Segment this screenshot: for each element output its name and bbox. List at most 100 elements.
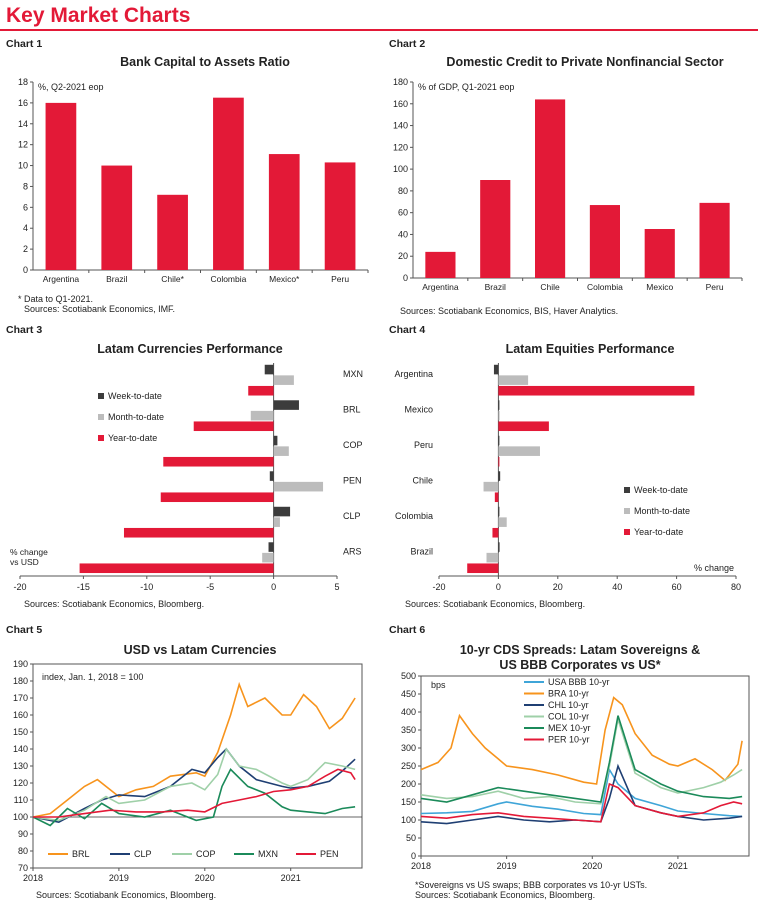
chart3-category-label: PEN: [343, 476, 362, 486]
chart3-bar-week-to-date: [268, 542, 274, 552]
chart4-unit-label: % change: [694, 563, 734, 573]
chart1-bar: [101, 165, 133, 270]
chart2-unit-label: % of GDP, Q1-2021 eop: [418, 82, 514, 92]
chart5-plot-frame: [32, 663, 363, 869]
page-title: Key Market Charts: [6, 4, 191, 27]
chart5-legend-label: PEN: [320, 849, 339, 859]
chart1-category-label: Colombia: [210, 274, 246, 284]
chart3-unit-label: % change: [10, 547, 48, 557]
chart2-bar: [699, 202, 730, 278]
chart4-legend-swatch: [624, 508, 630, 514]
chart4-bar-month-to-date: [498, 410, 500, 421]
chart1-label: Chart 1: [6, 38, 43, 50]
chart5-y-tick-label: 140: [13, 744, 28, 754]
chart4-bar-year-to-date: [467, 563, 499, 574]
chart5-y-tick-label: 80: [18, 846, 28, 856]
chart1-bar: [324, 162, 356, 270]
chart2-y-tick-label: 100: [393, 164, 408, 174]
chart3-bar-year-to-date: [163, 456, 274, 467]
chart1-note-1: * Data to Q1-2021.: [18, 294, 94, 304]
chart1-y-tick-label: 12: [18, 140, 28, 150]
chart5-y-tick-label: 180: [13, 676, 28, 686]
chart3-x-tick-label: 5: [334, 582, 339, 592]
chart2-y-tick-label: 20: [398, 251, 408, 261]
chart1-category-label: Argentina: [43, 274, 80, 284]
chart2-category-label: Brazil: [485, 282, 506, 292]
chart1-y-tick-label: 18: [18, 77, 28, 87]
chart2-category-label: Colombia: [587, 282, 623, 292]
chart2-y-tick-label: 120: [393, 142, 408, 152]
chart4-bar-month-to-date: [498, 375, 529, 385]
chart2-y-tick-label: 60: [398, 208, 408, 218]
chart6-series-per-10-yr: [420, 782, 743, 823]
chart4-bar-week-to-date: [498, 471, 501, 481]
chart1-bar: [157, 194, 188, 270]
chart4-bar-year-to-date: [498, 385, 695, 396]
chart3-x-tick-label: -5: [206, 582, 214, 592]
chart3-legend-label: Year-to-date: [108, 433, 157, 443]
chart3-bar-week-to-date: [273, 400, 299, 410]
chart3-unit-label-2: vs USD: [10, 557, 39, 567]
chart6-note-2: Sources: Scotiabank Economics, Bloomberg…: [415, 890, 596, 900]
chart4-plot: -20 0 20 40 60 80 Argentina Mexico Peru Chile Colo…: [394, 363, 741, 592]
chart2-bar: [535, 99, 566, 278]
chart3-category-label: COP: [343, 440, 363, 450]
chart3-label: Chart 3: [6, 324, 43, 336]
chart4-x-tick-label: 80: [731, 582, 741, 592]
chart2-y-tick-label: 140: [393, 121, 408, 131]
chart3-category-label: CLP: [343, 511, 361, 521]
chart2-title: Domestic Credit to Private Nonfinancial …: [446, 55, 724, 69]
chart2-category-label: Argentina: [422, 282, 459, 292]
chart4-category-label: Peru: [414, 440, 433, 450]
chart4-x-tick-label: 60: [672, 582, 682, 592]
chart6-y-tick-label: 50: [406, 833, 416, 843]
chart4-bar-month-to-date: [498, 517, 507, 527]
chart3-x-tick-label: -10: [140, 582, 153, 592]
chart4-legend-label: Week-to-date: [634, 485, 688, 495]
chart1-category-label: Mexico*: [269, 274, 300, 284]
chart4-x-tick-label: 0: [496, 582, 501, 592]
chart4-legend-label: Year-to-date: [634, 527, 683, 537]
chart1-category-label: Peru: [331, 274, 349, 284]
chart5-series-mxn: [32, 768, 356, 827]
chart2-label: Chart 2: [389, 38, 426, 50]
chart3-x-tick-label: -15: [77, 582, 90, 592]
chart3-legend-swatch: [98, 414, 104, 420]
chart4-bar-week-to-date: [493, 364, 499, 375]
chart5-plot: 70 80 90 100 110 120 130 140 150 160 170 180 190 2018…: [13, 660, 363, 883]
chart6-unit-label: bps: [431, 680, 446, 690]
chart5-label: Chart 5: [6, 624, 43, 636]
chart4-bar-week-to-date: [498, 400, 500, 410]
chart5-unit-label: index, Jan. 1, 2018 = 100: [42, 672, 143, 682]
chart4-bar-week-to-date: [498, 542, 500, 552]
chart2-plot: 0 20 40 60 80 100 120 140 160 180 % of GDP, Q1-202…: [393, 77, 743, 292]
chart6-legend-label: CHL 10-yr: [548, 700, 589, 710]
chart3-bar-month-to-date: [273, 375, 294, 385]
chart6-y-tick-label: 500: [401, 672, 416, 681]
chart1-note-2: Sources: Scotiabank Economics, IMF.: [24, 304, 176, 314]
chart3-bar-month-to-date: [262, 552, 274, 563]
chart5-series-pen: [33, 768, 356, 818]
title-rule: [0, 29, 758, 31]
chart1-title: Bank Capital to Assets Ratio: [120, 55, 290, 69]
chart1-y-tick-label: 8: [23, 181, 28, 191]
chart3-bar-week-to-date: [273, 506, 291, 517]
chart3-plot: -20 -15 -10 -5 0 5 MXN BRL COP PEN CLP ARS Week-to-d…: [10, 363, 363, 592]
chart6-label: Chart 6: [389, 624, 426, 636]
chart6-y-tick-label: 250: [401, 761, 416, 771]
chart2-bar: [480, 180, 511, 278]
chart6-y-tick-label: 150: [401, 797, 416, 807]
chart3-bar-month-to-date: [250, 410, 274, 421]
chart4-bar-year-to-date: [492, 527, 499, 538]
chart2-y-tick-label: 80: [398, 186, 408, 196]
chart4-bar-month-to-date: [483, 481, 499, 492]
chart3-bar-week-to-date: [264, 364, 274, 375]
chart3-bar-year-to-date: [79, 563, 274, 574]
chart6-plot: 0 50 100 150 200 250 300 350 400 450 500 2018 2019 20…: [401, 672, 750, 871]
chart3-x-tick-label: -20: [13, 582, 26, 592]
chart4-legend-swatch: [624, 529, 630, 535]
chart1-bar: [268, 154, 300, 270]
chart6-title-line-1: 10-yr CDS Spreads: Latam Sovereigns &: [459, 643, 701, 657]
chart3-legend-swatch: [98, 435, 104, 441]
chart4-category-label: Brazil: [410, 547, 433, 557]
